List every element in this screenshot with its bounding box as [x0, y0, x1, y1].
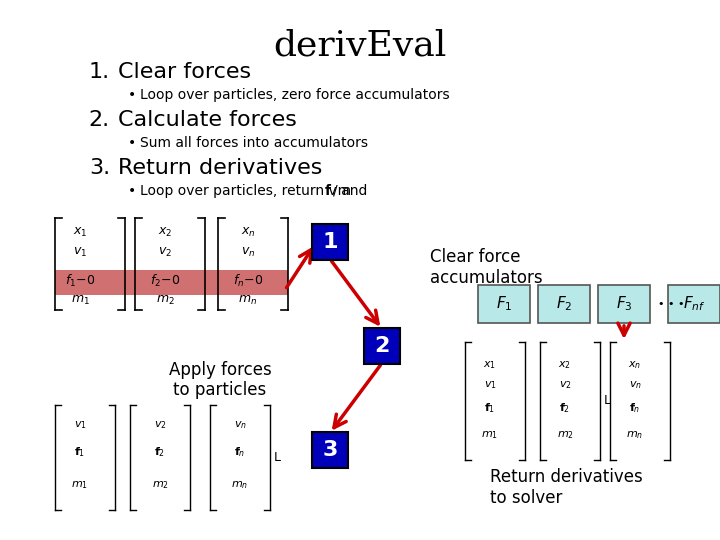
Text: $m_2$: $m_2$ [156, 293, 174, 307]
Text: $\mathbf{f}_1$: $\mathbf{f}_1$ [485, 401, 495, 415]
FancyBboxPatch shape [538, 285, 590, 323]
Text: $F_{nf}$: $F_{nf}$ [683, 295, 706, 313]
FancyBboxPatch shape [598, 285, 650, 323]
Text: $m_n$: $m_n$ [238, 293, 258, 307]
FancyBboxPatch shape [364, 328, 400, 364]
Text: Clear forces: Clear forces [118, 62, 251, 82]
Text: $v_1$: $v_1$ [73, 246, 87, 259]
FancyBboxPatch shape [312, 432, 348, 468]
Bar [55, 270, 288, 295]
FancyBboxPatch shape [668, 285, 720, 323]
Text: $m_2$: $m_2$ [151, 479, 168, 491]
FancyBboxPatch shape [312, 224, 348, 260]
Text: $\mathbf{f}_n$: $\mathbf{f}_n$ [629, 401, 641, 415]
Text: $v_n$: $v_n$ [240, 246, 255, 259]
Text: 1: 1 [323, 232, 338, 252]
Text: $\mathbf{f}_1$: $\mathbf{f}_1$ [74, 445, 86, 459]
Text: $x_1$: $x_1$ [483, 359, 497, 371]
Text: derivEval: derivEval [274, 28, 446, 62]
Text: $m_1$: $m_1$ [71, 479, 89, 491]
Text: $\mathbf{f}_n$: $\mathbf{f}_n$ [234, 445, 246, 459]
Text: • • •: • • • [658, 299, 685, 309]
Text: $F_1$: $F_1$ [496, 295, 512, 313]
Text: Return derivatives
to solver: Return derivatives to solver [490, 468, 643, 507]
Text: $m_1$: $m_1$ [71, 293, 89, 307]
Text: 2.: 2. [89, 110, 110, 130]
Text: •: • [128, 88, 136, 102]
Text: f: f [325, 184, 331, 198]
Text: $v_2$: $v_2$ [559, 379, 572, 391]
Text: Clear force
accumulators: Clear force accumulators [430, 248, 543, 287]
Text: $x_n$: $x_n$ [240, 226, 256, 239]
Text: $m_n$: $m_n$ [231, 479, 248, 491]
Text: Loop over particles, zero force accumulators: Loop over particles, zero force accumula… [140, 88, 449, 102]
Text: $v_2$: $v_2$ [158, 246, 172, 259]
Text: $v_1$: $v_1$ [484, 379, 496, 391]
Text: $m_1$: $m_1$ [482, 429, 498, 441]
Text: $\mathbf{f}_2$: $\mathbf{f}_2$ [559, 401, 570, 415]
Text: 3: 3 [323, 440, 338, 460]
Text: $v_n$: $v_n$ [629, 379, 642, 391]
Text: $m_2$: $m_2$ [557, 429, 574, 441]
Text: Loop over particles, return v and: Loop over particles, return v and [140, 184, 372, 198]
Text: $m_n$: $m_n$ [626, 429, 644, 441]
Text: $x_2$: $x_2$ [559, 359, 572, 371]
Text: $x_1$: $x_1$ [73, 226, 87, 239]
Text: Sum all forces into accumulators: Sum all forces into accumulators [140, 136, 368, 150]
Text: $x_n$: $x_n$ [629, 359, 642, 371]
Text: /m: /m [333, 184, 351, 198]
Text: $f_n\!-\!0$: $f_n\!-\!0$ [233, 273, 264, 289]
Text: 2: 2 [374, 336, 390, 356]
Text: Return derivatives: Return derivatives [118, 158, 323, 178]
Text: Calculate forces: Calculate forces [118, 110, 297, 130]
Text: $f_2\!-\!0$: $f_2\!-\!0$ [150, 273, 181, 289]
Text: $v_n$: $v_n$ [233, 419, 246, 431]
Text: $v_1$: $v_1$ [73, 419, 86, 431]
Text: 1.: 1. [89, 62, 110, 82]
Text: •: • [128, 184, 136, 198]
Text: $\mathbf{f}_2$: $\mathbf{f}_2$ [155, 445, 166, 459]
Text: L: L [604, 395, 611, 408]
Text: $F_3$: $F_3$ [616, 295, 632, 313]
Text: 3.: 3. [89, 158, 110, 178]
Text: $x_2$: $x_2$ [158, 226, 172, 239]
Text: $F_2$: $F_2$ [556, 295, 572, 313]
Text: $v_2$: $v_2$ [153, 419, 166, 431]
FancyBboxPatch shape [478, 285, 530, 323]
Text: •: • [128, 136, 136, 150]
Text: $f_1\!-\!0$: $f_1\!-\!0$ [65, 273, 95, 289]
Text: L: L [274, 451, 281, 464]
Text: Apply forces
to particles: Apply forces to particles [168, 361, 271, 400]
